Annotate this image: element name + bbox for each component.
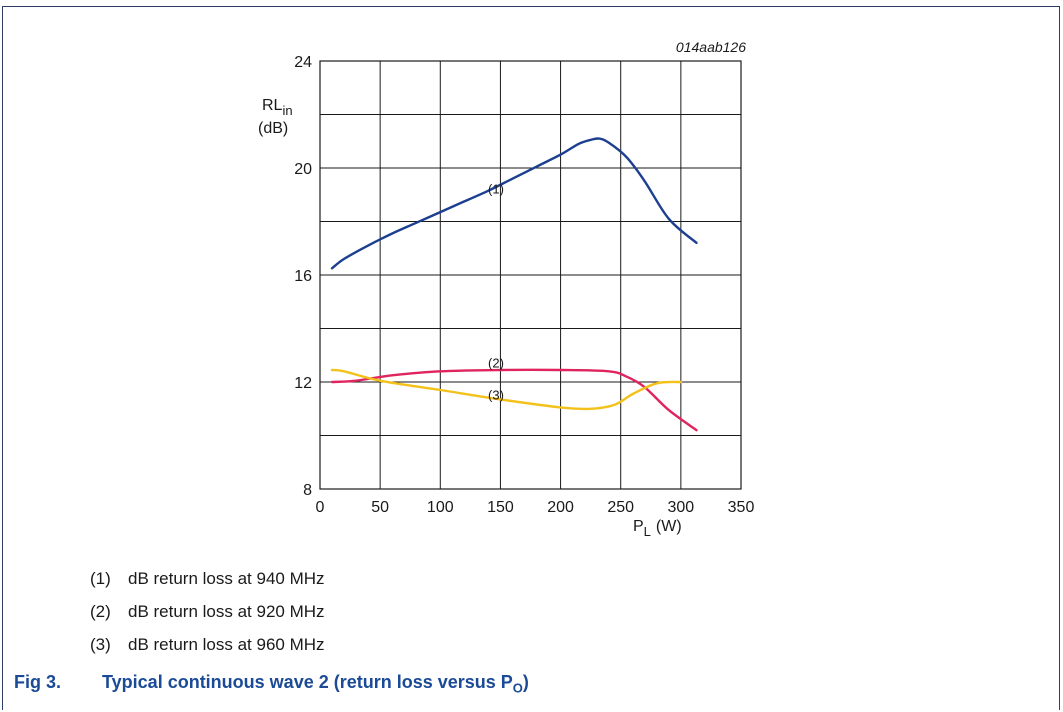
y-axis-unit: (dB) [258,120,288,137]
chart-grid [319,60,742,490]
x-tick-label: 0 [316,499,325,516]
figure-code: 014aab126 [676,39,746,55]
x-axis-label-unit: (W) [656,518,682,535]
legend-item: (1) dB return loss at 940 MHz [90,569,325,602]
y-tick-label: 16 [294,268,312,285]
legend-item-text: dB return loss at 920 MHz [128,602,325,621]
x-tick-label: 250 [607,499,634,516]
x-tick-label: 300 [668,499,695,516]
plot-border [319,60,742,490]
series-line [330,368,698,432]
x-axis-label: PL (W) [633,518,682,539]
chart-tick-labels: 0 50 100 150 200 250 300 350 8 12 16 20 24 [294,54,754,516]
x-axis-label-sub: L [644,524,651,539]
figure-number: Fig 3. [14,672,62,692]
x-tick-label: 50 [371,499,389,516]
y-axis-label-sub: in [282,103,292,118]
chart-series [330,137,698,432]
x-tick-label: 100 [427,499,454,516]
legend-item-number: (2) [90,602,111,621]
legend-item: (2) dB return loss at 920 MHz [90,602,325,635]
curve-label: (1) [488,181,504,196]
legend-item-text: dB return loss at 960 MHz [128,635,325,654]
y-tick-label: 24 [294,54,312,71]
x-tick-label: 150 [487,499,514,516]
figure-frame [2,6,1060,710]
figure-title: Typical continuous wave 2 (return loss v… [102,672,513,692]
legend-list: (1) dB return loss at 940 MHz (2) dB retur… [90,569,325,668]
legend-item-number: (1) [90,569,111,588]
y-tick-label: 8 [303,482,312,499]
y-axis-label: RLin [262,97,293,118]
curve-label: (3) [488,387,504,402]
x-axis-label-main: P [633,518,644,535]
y-tick-label: 12 [294,375,312,392]
chart-annotations: (1) (2) (3) [488,181,504,402]
legend-item-text: dB return loss at 940 MHz [128,569,325,588]
y-tick-label: 20 [294,161,312,178]
series-line [330,368,683,411]
y-axis-label-main: RL [262,97,283,114]
figure-title-end: ) [522,672,529,692]
legend-item: (3) dB return loss at 960 MHz [90,635,325,668]
legend-item-number: (3) [90,635,111,654]
series-line [330,137,698,270]
x-tick-label: 200 [547,499,574,516]
curve-label: (2) [488,355,504,370]
figure-title-subscript: O [512,680,523,696]
figure-caption: Fig 3. Typical continuous wave 2 (return … [14,672,529,696]
x-tick-label: 350 [728,499,755,516]
